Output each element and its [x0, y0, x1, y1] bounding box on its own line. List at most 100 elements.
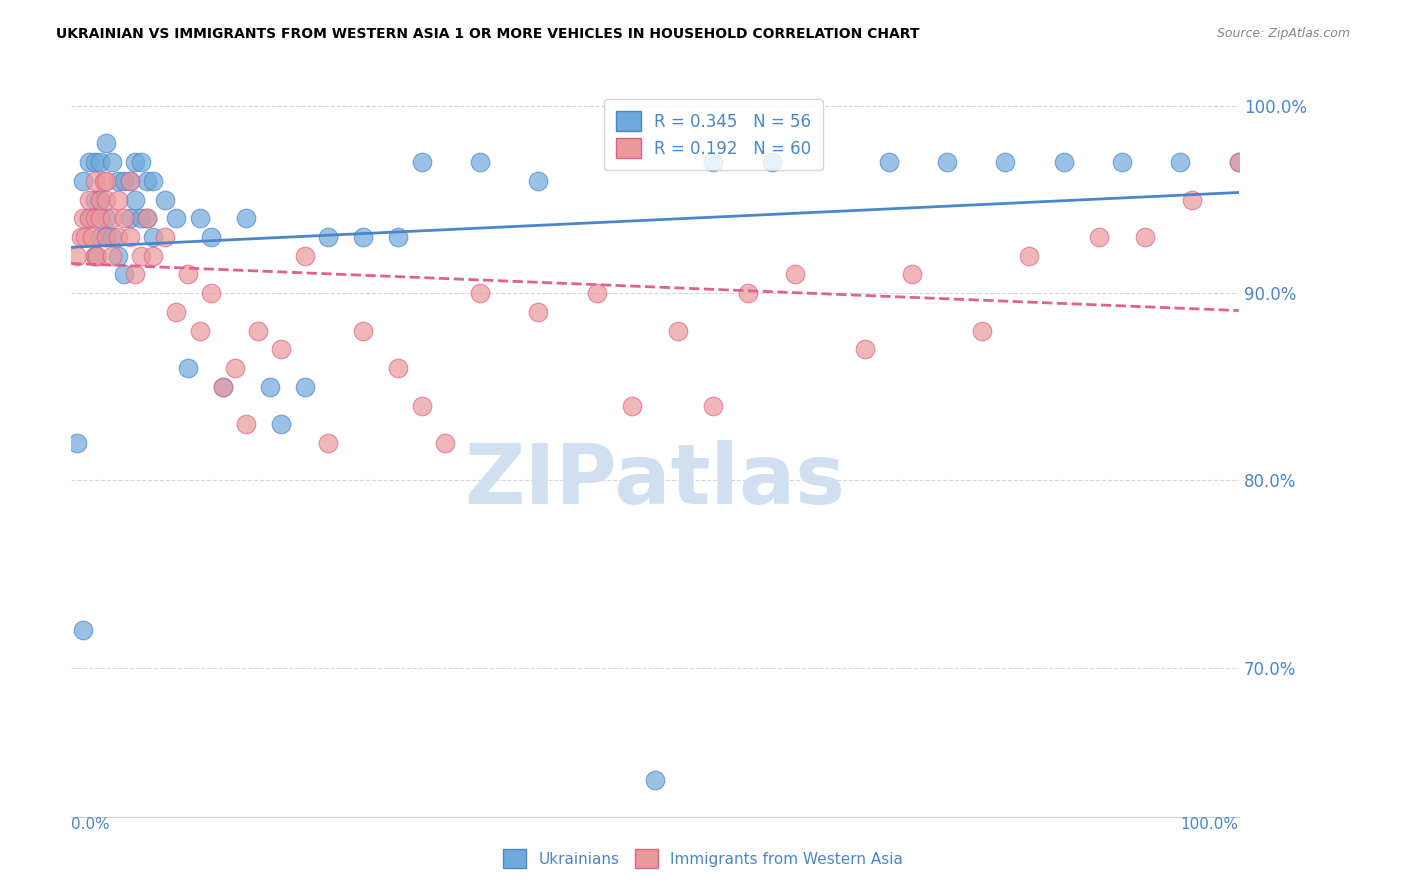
Point [200, 230, 222, 244]
Point [72, 211, 94, 226]
Point [142, 230, 165, 244]
Point [101, 230, 124, 244]
Point [136, 174, 159, 188]
Point [124, 193, 146, 207]
Text: 0.0%: 0.0% [72, 817, 110, 832]
Point [153, 230, 176, 244]
Point [235, 211, 257, 226]
Point [66, 249, 89, 263]
Point [142, 249, 165, 263]
Point [1087, 230, 1109, 244]
Point [83, 155, 105, 169]
Point [200, 286, 222, 301]
Point [1181, 193, 1204, 207]
Point [153, 193, 176, 207]
Point [527, 305, 550, 319]
Point [89, 155, 111, 169]
Point [1227, 155, 1250, 169]
Point [259, 380, 281, 394]
Point [177, 268, 200, 282]
Point [107, 249, 129, 263]
Point [69, 230, 91, 244]
Point [785, 268, 807, 282]
Point [761, 155, 783, 169]
Point [77, 211, 100, 226]
Point [83, 193, 105, 207]
Point [118, 230, 141, 244]
Point [644, 772, 666, 787]
Point [136, 211, 159, 226]
Point [527, 174, 550, 188]
Point [96, 230, 118, 244]
Point [270, 417, 292, 432]
Point [75, 230, 97, 244]
Point [387, 230, 409, 244]
Point [129, 211, 152, 226]
Point [86, 249, 108, 263]
Point [352, 324, 374, 338]
Point [129, 155, 152, 169]
Point [468, 286, 491, 301]
Point [136, 211, 159, 226]
Point [212, 380, 235, 394]
Point [901, 268, 924, 282]
Point [188, 211, 211, 226]
Point [188, 324, 211, 338]
Point [112, 211, 135, 226]
Point [212, 380, 235, 394]
Point [124, 268, 146, 282]
Point [994, 155, 1017, 169]
Point [101, 249, 124, 263]
Point [620, 399, 643, 413]
Point [585, 286, 607, 301]
Point [433, 436, 456, 450]
Point [1111, 155, 1133, 169]
Point [270, 343, 292, 357]
Point [1018, 249, 1040, 263]
Point [387, 361, 409, 376]
Point [294, 249, 316, 263]
Point [107, 230, 129, 244]
Point [72, 623, 94, 637]
Point [101, 155, 124, 169]
Point [142, 174, 165, 188]
Point [702, 155, 724, 169]
Legend: R = 0.345   N = 56, R = 0.192   N = 60: R = 0.345 N = 56, R = 0.192 N = 60 [605, 99, 823, 170]
Point [1053, 155, 1076, 169]
Point [83, 249, 105, 263]
Point [89, 193, 111, 207]
Point [83, 249, 105, 263]
Point [77, 155, 100, 169]
Point [702, 399, 724, 413]
Point [1135, 230, 1157, 244]
Point [970, 324, 993, 338]
Point [83, 211, 105, 226]
Point [89, 211, 111, 226]
Point [118, 174, 141, 188]
Point [877, 155, 900, 169]
Point [124, 155, 146, 169]
Point [177, 361, 200, 376]
Text: UKRAINIAN VS IMMIGRANTS FROM WESTERN ASIA 1 OR MORE VEHICLES IN HOUSEHOLD CORREL: UKRAINIAN VS IMMIGRANTS FROM WESTERN ASI… [56, 27, 920, 41]
Legend: Ukrainians, Immigrants from Western Asia: Ukrainians, Immigrants from Western Asia [496, 841, 910, 875]
Point [107, 193, 129, 207]
Point [96, 193, 118, 207]
Point [112, 174, 135, 188]
Point [77, 211, 100, 226]
Point [468, 155, 491, 169]
Point [1227, 155, 1250, 169]
Point [118, 174, 141, 188]
Point [96, 230, 118, 244]
Point [101, 211, 124, 226]
Point [294, 380, 316, 394]
Point [737, 286, 759, 301]
Text: 100.0%: 100.0% [1181, 817, 1239, 832]
Point [165, 211, 187, 226]
Point [235, 417, 257, 432]
Point [89, 193, 111, 207]
Point [83, 174, 105, 188]
Point [666, 324, 689, 338]
Point [247, 324, 270, 338]
Point [224, 361, 246, 376]
Point [316, 230, 339, 244]
